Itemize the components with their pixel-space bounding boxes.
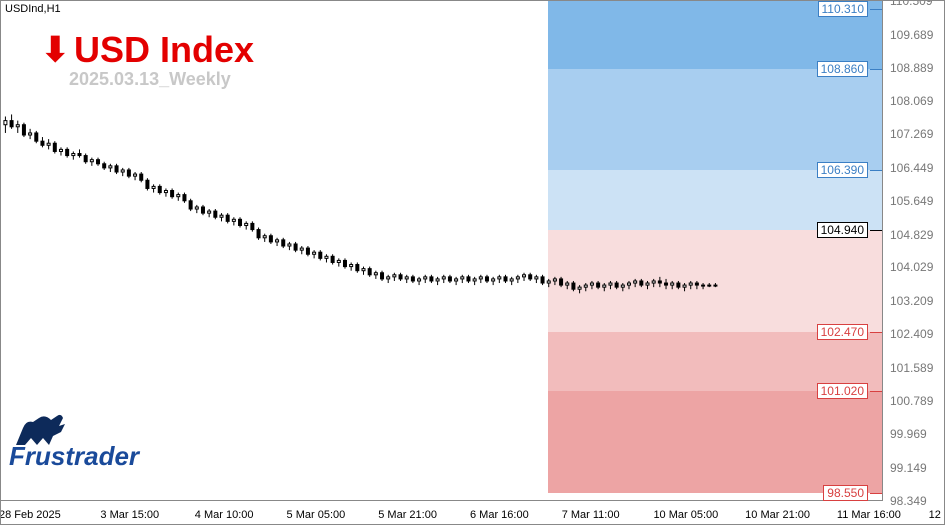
- down-arrow-icon: ⬇: [41, 33, 70, 67]
- level-dash: [870, 493, 882, 494]
- y-tick: 106.449: [886, 161, 944, 175]
- y-tick: 99.969: [886, 427, 944, 441]
- x-tick: 12 Mar 11:00: [929, 509, 945, 521]
- level-dash: [870, 9, 882, 10]
- y-tick: 105.649: [886, 194, 944, 208]
- y-tick: 108.069: [886, 94, 944, 108]
- plot-area: USDInd,H1 ⬇ USD Index 2025.03.13_Weekly …: [1, 1, 883, 501]
- x-tick: 11 Mar 16:00: [837, 509, 901, 521]
- x-axis: 28 Feb 2025 3 Mar 15:00 4 Mar 10:00 5 Mar 0…: [1, 500, 883, 524]
- x-tick: 7 Mar 11:00: [562, 509, 620, 521]
- x-tick: 28 Feb 2025: [0, 509, 61, 521]
- x-tick: 6 Mar 16:00: [470, 509, 529, 521]
- y-tick: 110.509: [886, 0, 944, 8]
- level-label: 110.310: [818, 1, 869, 17]
- chart-subtitle: 2025.03.13_Weekly: [69, 69, 254, 90]
- y-tick: 100.789: [886, 394, 944, 408]
- y-tick: 109.689: [886, 28, 944, 42]
- level-dash: [870, 391, 882, 392]
- y-tick: 102.409: [886, 327, 944, 341]
- x-tick: 4 Mar 10:00: [195, 509, 254, 521]
- level-label: 108.860: [817, 61, 868, 77]
- symbol-label: USDInd,H1: [5, 3, 61, 15]
- y-tick: 98.349: [886, 494, 944, 508]
- level-dash: [870, 230, 882, 231]
- x-tick: 5 Mar 21:00: [378, 509, 437, 521]
- x-tick: 3 Mar 15:00: [100, 509, 159, 521]
- y-tick: 107.269: [886, 127, 944, 141]
- level-label: 101.020: [817, 383, 868, 399]
- chart-container: USDInd,H1 ⬇ USD Index 2025.03.13_Weekly …: [0, 0, 945, 525]
- x-tick: 10 Mar 05:00: [653, 509, 718, 521]
- y-axis: 110.509 109.689 108.889 108.069 107.269 106.4…: [882, 1, 944, 501]
- logo: Frustrader: [9, 441, 139, 472]
- y-tick: 108.889: [886, 61, 944, 75]
- level-dash: [870, 332, 882, 333]
- bull-icon: [11, 410, 81, 450]
- y-tick: 103.209: [886, 294, 944, 308]
- level-label: 106.390: [817, 162, 868, 178]
- level-label: 104.940: [817, 222, 868, 238]
- level-dash: [870, 170, 882, 171]
- chart-title: USD Index: [74, 29, 254, 70]
- y-tick: 104.029: [886, 260, 944, 274]
- x-tick: 5 Mar 05:00: [287, 509, 346, 521]
- title-block: ⬇ USD Index 2025.03.13_Weekly: [41, 29, 254, 90]
- level-dash: [870, 69, 882, 70]
- y-tick: 104.829: [886, 228, 944, 242]
- x-tick: 10 Mar 21:00: [745, 509, 810, 521]
- level-label: 102.470: [817, 324, 868, 340]
- y-tick: 101.589: [886, 361, 944, 375]
- y-tick: 99.149: [886, 461, 944, 475]
- level-label: 98.550: [823, 485, 868, 501]
